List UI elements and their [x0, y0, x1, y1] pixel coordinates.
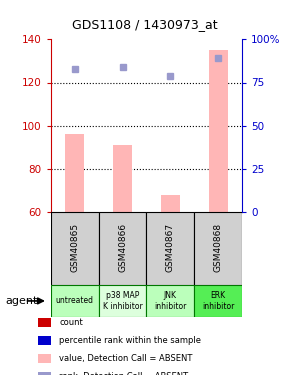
Text: percentile rank within the sample: percentile rank within the sample [59, 336, 202, 345]
FancyBboxPatch shape [146, 285, 194, 317]
Text: GSM40868: GSM40868 [214, 222, 223, 272]
Bar [209, 50, 228, 212]
FancyBboxPatch shape [99, 212, 146, 285]
FancyBboxPatch shape [194, 212, 242, 285]
Text: GSM40867: GSM40867 [166, 222, 175, 272]
FancyBboxPatch shape [146, 212, 194, 285]
Bar [113, 145, 132, 212]
Text: agent: agent [6, 296, 38, 306]
FancyBboxPatch shape [99, 285, 146, 317]
Text: count: count [59, 318, 83, 327]
Text: GSM40865: GSM40865 [70, 222, 79, 272]
FancyBboxPatch shape [194, 285, 242, 317]
Bar [65, 134, 84, 212]
Text: rank, Detection Call = ABSENT: rank, Detection Call = ABSENT [59, 372, 188, 375]
Text: ERK
inhibitor: ERK inhibitor [202, 291, 234, 310]
Text: JNK
inhibitor: JNK inhibitor [154, 291, 186, 310]
Bar [161, 195, 180, 212]
FancyBboxPatch shape [51, 285, 99, 317]
Text: GDS1108 / 1430973_at: GDS1108 / 1430973_at [72, 18, 218, 31]
Text: value, Detection Call = ABSENT: value, Detection Call = ABSENT [59, 354, 193, 363]
Text: p38 MAP
K inhibitor: p38 MAP K inhibitor [103, 291, 142, 310]
Text: GSM40866: GSM40866 [118, 222, 127, 272]
Text: untreated: untreated [56, 296, 94, 305]
FancyBboxPatch shape [51, 212, 99, 285]
